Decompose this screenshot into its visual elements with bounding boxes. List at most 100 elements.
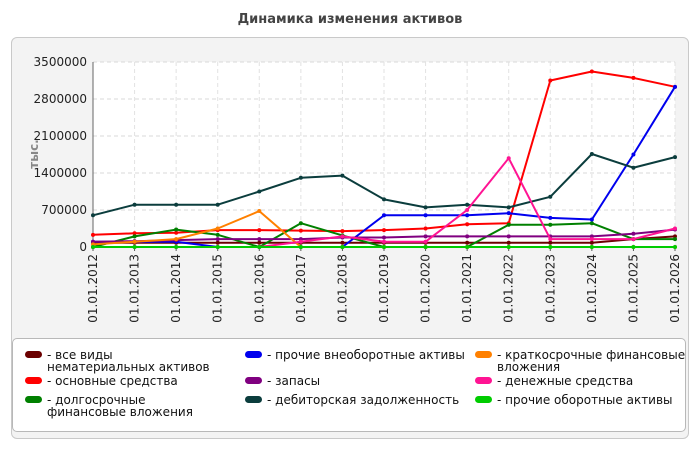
data-point [257,209,262,214]
data-point [340,240,345,245]
data-point [423,213,428,218]
data-point [465,213,470,218]
data-point [506,245,511,249]
x-tick-label: 01.01.2014 [169,254,183,323]
x-tick-label: 01.01.2018 [335,254,349,323]
data-point [174,230,179,235]
data-point [423,234,428,239]
data-point [257,228,262,233]
x-tick-label: 01.01.2020 [419,254,433,323]
legend-swatch [245,396,262,403]
data-point [298,245,303,249]
data-point [631,152,636,157]
legend-label: - все виды нематериальных активов [47,348,210,374]
data-point [548,194,553,199]
data-point [174,202,179,207]
data-point [215,245,220,249]
data-point [631,231,636,236]
y-tick-label: 0 [79,240,87,254]
data-point [506,240,511,245]
data-point [215,232,220,237]
legend-item: - прочие оборотные активы [475,394,700,406]
data-point [465,202,470,207]
data-point [589,221,594,226]
data-point [465,208,470,212]
legend-item: - прочие внеоборотные активы [245,349,480,361]
data-point [91,232,95,237]
legend-swatch [475,351,492,358]
x-tick-label: 01.01.2021 [460,254,474,323]
data-point [548,245,553,249]
data-point [91,213,95,218]
data-point [340,229,345,234]
data-point [548,240,553,245]
data-point [382,245,386,249]
data-point [631,237,636,242]
data-point [506,234,511,239]
data-point [589,245,594,249]
data-point [589,240,594,245]
y-tick-label: 3500000 [34,55,87,69]
data-point [673,245,677,249]
legend-label: - прочие внеоборотные активы [267,348,465,362]
data-point [465,240,470,245]
data-point [423,226,428,231]
legend-label: - дебиторская задолженность [267,393,460,407]
legend-label: - запасы [267,374,321,388]
x-tick-label: 01.01.2024 [585,254,599,323]
legend-swatch [245,351,262,358]
data-point [298,228,303,233]
data-point [132,245,137,249]
data-point [423,205,428,210]
data-point [257,237,262,242]
x-tick-label: 01.01.2017 [294,254,308,323]
data-point [257,245,262,249]
legend-item: - запасы [245,375,480,387]
legend-swatch [25,396,42,403]
data-point [215,202,220,207]
data-point [382,235,386,240]
legend-label: - основные средства [47,374,178,388]
data-point [506,156,511,161]
y-axis-label: тыс. [27,139,41,168]
data-point [382,239,386,244]
data-point [340,173,345,178]
data-point [548,222,553,227]
x-tick-label: 01.01.2015 [211,254,225,323]
data-point [465,234,470,239]
data-point [382,213,386,218]
data-point [631,75,636,80]
data-point [132,234,137,239]
x-tick-label: 01.01.2023 [543,254,557,323]
data-point [673,237,677,242]
data-point [298,221,303,226]
data-point [631,165,636,170]
data-point [589,151,594,156]
chart-legend: - все виды нематериальных активов - прочи… [12,338,686,432]
legend-swatch [475,377,492,384]
x-tick-label: 01.01.2016 [252,254,266,323]
data-point [548,215,553,220]
x-tick-label: 01.01.2019 [377,254,391,323]
legend-label: - прочие оборотные активы [497,393,673,407]
data-point [465,222,470,227]
x-tick-label: 01.01.2012 [86,254,100,323]
data-point [91,245,95,249]
chart-title: Динамика изменения активов [237,12,463,27]
data-point [589,69,594,74]
data-point [382,228,386,233]
y-tick-label: 2800000 [34,92,87,106]
legend-swatch [245,377,262,384]
data-point [174,245,179,249]
data-point [174,227,179,232]
legend-swatch [25,351,42,358]
y-tick-label: 1400000 [34,166,87,180]
x-tick-label: 01.01.2026 [668,254,682,323]
legend-swatch [25,377,42,384]
legend-item: - долгосрочные финансовые вложения [25,394,215,418]
data-point [340,234,345,239]
data-point [589,237,594,242]
data-point [506,222,511,227]
data-point [298,175,303,180]
legend-item: - денежные средства [475,375,700,387]
